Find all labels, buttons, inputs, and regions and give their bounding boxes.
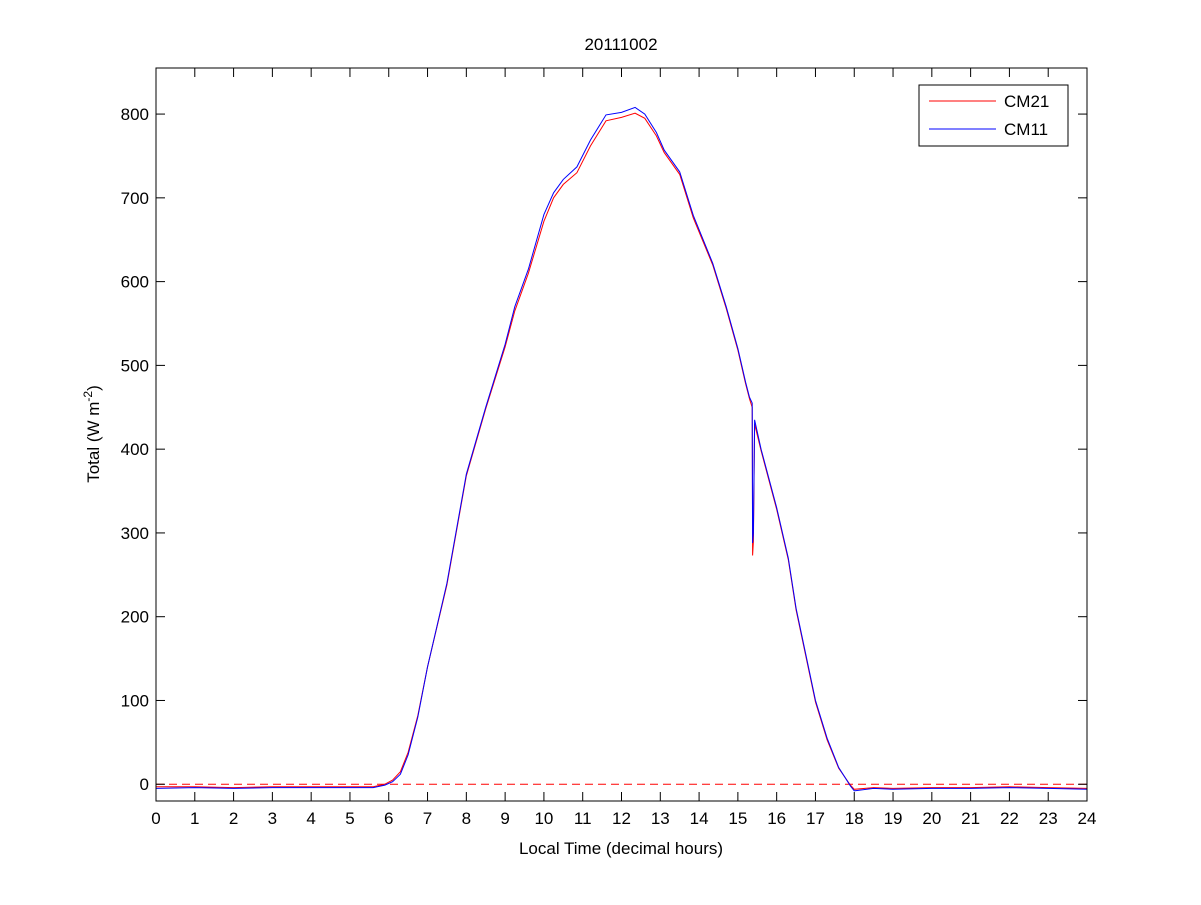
x-tick-label: 18 bbox=[845, 809, 864, 828]
chart-title: 20111002 bbox=[584, 35, 657, 54]
x-tick-label: 2 bbox=[229, 809, 238, 828]
axes-box bbox=[155, 67, 1088, 802]
x-axis-label: Local Time (decimal hours) bbox=[519, 839, 723, 858]
y-tick-label: 800 bbox=[121, 105, 149, 124]
x-tick-label: 19 bbox=[884, 809, 903, 828]
x-tick-label: 7 bbox=[423, 809, 432, 828]
y-axis-label: Total (W m-2) bbox=[81, 385, 103, 483]
series-line-cm21 bbox=[156, 112, 1088, 790]
y-tick-label: 200 bbox=[121, 608, 149, 627]
series-line-cm11 bbox=[155, 106, 1088, 792]
x-tick-label: 24 bbox=[1078, 809, 1097, 828]
x-tick-label: 1 bbox=[190, 809, 199, 828]
x-tick-label: 4 bbox=[306, 809, 315, 828]
x-tick-label: 17 bbox=[806, 809, 825, 828]
x-tick-label: 12 bbox=[612, 809, 631, 828]
plot-area: 0 1 2 3 4 5 6 7 8 9 10 11 12 13 14 15 16 17 18 19 20 21 22 23 24… bbox=[121, 67, 1097, 828]
y-tick-label: 300 bbox=[121, 524, 149, 543]
legend-label-cm21: CM21 bbox=[1004, 92, 1049, 111]
x-tick-label: 11 bbox=[574, 809, 592, 828]
y-tick-label: 700 bbox=[121, 189, 149, 208]
x-tick-label: 14 bbox=[690, 809, 709, 828]
x-tick-label: 22 bbox=[1000, 809, 1019, 828]
y-tick-label: 600 bbox=[121, 273, 149, 292]
y-tick-label: 100 bbox=[121, 691, 149, 710]
x-tick-label: 9 bbox=[500, 809, 509, 828]
x-tick-label: 3 bbox=[268, 809, 277, 828]
x-tick-label: 21 bbox=[961, 809, 980, 828]
x-tick-label: 16 bbox=[767, 809, 786, 828]
y-tick-label: 0 bbox=[140, 775, 149, 794]
x-tick-label: 15 bbox=[728, 809, 747, 828]
legend-label-cm11: CM11 bbox=[1004, 120, 1048, 139]
legend-box bbox=[918, 84, 1069, 147]
y-tick-label: 400 bbox=[121, 440, 149, 459]
x-tick-label: 13 bbox=[651, 809, 670, 828]
x-tick-label: 5 bbox=[345, 809, 354, 828]
x-tick-label: 0 bbox=[151, 809, 160, 828]
y-tick-label: 500 bbox=[121, 356, 149, 375]
x-tick-label: 10 bbox=[534, 809, 553, 828]
x-tick-label: 6 bbox=[384, 809, 393, 828]
legend: CM21 CM11 bbox=[918, 84, 1069, 147]
x-tick-label: 8 bbox=[462, 809, 471, 828]
x-tick-label: 20 bbox=[922, 809, 941, 828]
x-tick-label: 23 bbox=[1039, 809, 1058, 828]
